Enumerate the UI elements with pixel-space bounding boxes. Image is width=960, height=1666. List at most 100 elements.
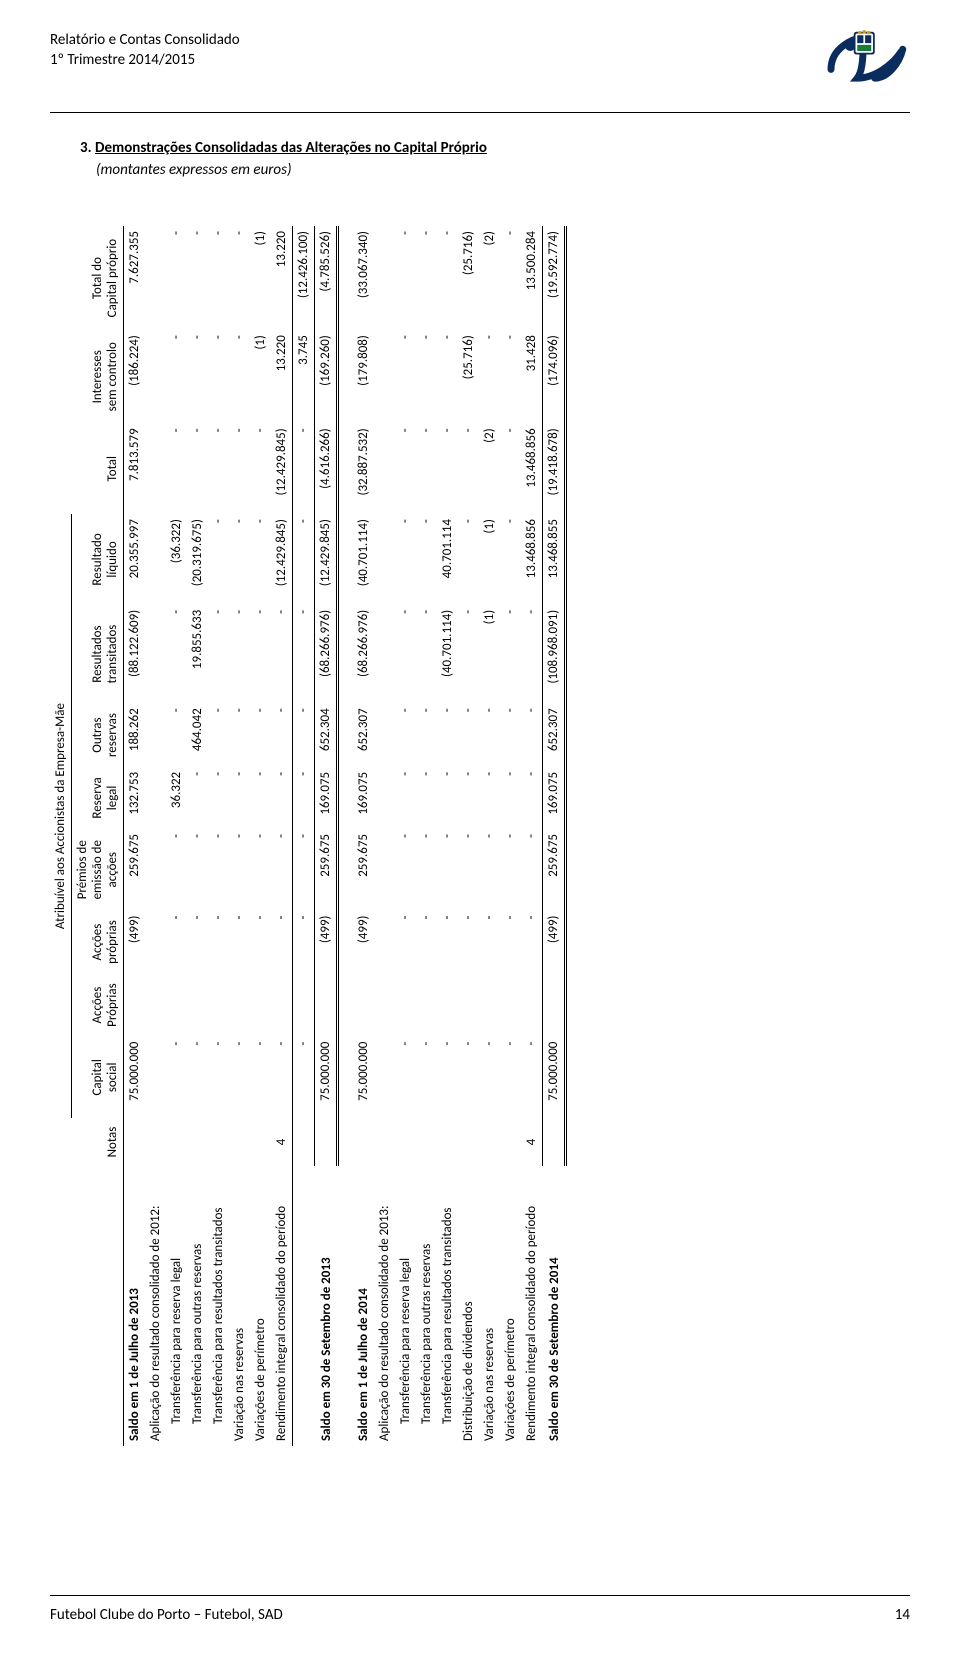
cell: 4 [521,1118,543,1166]
row-label: Variação nas reservas [229,1166,250,1446]
cell: - [416,423,437,514]
cell: (19.592.774) [543,226,566,330]
cell: - [479,1037,500,1118]
cell [374,911,395,974]
cell: - [458,767,479,829]
cell: - [229,911,250,974]
table-row: --------3.745(12.426.100) [293,226,315,1446]
cell: - [271,829,293,911]
row-label: Aplicação do resultado consolidado de 20… [374,1166,395,1446]
cell [187,1118,208,1166]
cell [374,974,395,1037]
cell [145,767,166,829]
cell: - [250,605,271,703]
cell: - [479,767,500,829]
cell: 259.675 [315,829,338,911]
cell [271,974,293,1037]
cell [145,514,166,605]
cell: (499) [315,911,338,974]
cell [145,829,166,911]
cell: - [208,767,229,829]
cell: - [479,829,500,911]
cell: - [437,767,458,829]
row-label: Rendimento integral consolidado do perío… [521,1166,543,1446]
cell: 31.428 [521,330,543,423]
cell [229,974,250,1037]
cell: 13.220 [271,330,293,423]
table-row: Transferência para outras reservas------… [416,226,437,1446]
cell [543,1118,566,1166]
cell [374,703,395,767]
cell: (108.968.091) [543,605,566,703]
cell: (4.616.266) [315,423,338,514]
cell [374,226,395,330]
table-row: Transferência para resultados transitado… [437,226,458,1446]
th-rt-l2: transitados [105,625,120,684]
cell: - [271,767,293,829]
table-row: Saldo em 1 de Julho de 201375.000.000(49… [124,226,146,1446]
th-outras-reservas: Outras reservas [72,703,124,767]
cell: (499) [543,911,566,974]
header-rule [50,112,910,113]
cell: (68.266.976) [353,605,374,703]
cell [374,423,395,514]
cell: - [250,911,271,974]
cell: - [416,1037,437,1118]
section-subtitle: (montantes expressos em euros) [0,161,960,199]
cell: - [395,703,416,767]
cell [250,1118,271,1166]
cell: 259.675 [543,829,566,911]
cell: 652.304 [315,703,338,767]
cell: 75.000.000 [315,1037,338,1118]
cell [521,974,543,1037]
equity-changes-table: Notas Atribuível aos Accionistas da Empr… [50,226,567,1446]
cell: 652.307 [353,703,374,767]
cell: - [250,767,271,829]
cell: - [229,767,250,829]
cell: 13.468.856 [521,514,543,605]
cell [374,330,395,423]
cell: - [500,767,521,829]
fcp-logo-icon [822,30,910,100]
row-label: Transferência para reserva legal [395,1166,416,1446]
cell: 40.701.114 [437,514,458,605]
th-interesses-l2: sem controlo [105,342,120,411]
cell: - [416,703,437,767]
th-label [50,1166,124,1446]
footer-rule [50,1595,910,1596]
cell [458,974,479,1037]
row-label: Transferência para reserva legal [166,1166,187,1446]
cell: - [437,423,458,514]
th-ap-a-l2: Próprias [105,983,120,1027]
cell: - [229,330,250,423]
cell: - [479,911,500,974]
page-footer: Futebol Clube do Porto – Futebol, SAD 14 [50,1606,910,1624]
th-rl-l2: legal [105,786,120,811]
cell [374,829,395,911]
header-line2: 1º Trimestre 2014/2015 [50,50,240,70]
cell: (25.716) [458,330,479,423]
cell: - [395,514,416,605]
cell: - [166,829,187,911]
cell: - [208,330,229,423]
cell: - [166,330,187,423]
section-heading: Demonstrações Consolidadas das Alteraçõe… [95,139,487,157]
cell: 13.468.855 [543,514,566,605]
cell: (68.266.976) [315,605,338,703]
cell: - [293,1037,315,1118]
cell: 20.355.997 [124,514,146,605]
th-premios: Prémios de emissão de acções [72,829,124,911]
cell: (20.319.675) [187,514,208,605]
cell: - [458,911,479,974]
cell [437,1118,458,1166]
cell: - [395,605,416,703]
cell [395,974,416,1037]
section-title: 3. Demonstrações Consolidadas das Altera… [0,139,960,161]
table-row: Transferência para resultados transitado… [208,226,229,1446]
cell: 75.000.000 [543,1037,566,1118]
cell [145,974,166,1037]
cell: - [166,423,187,514]
cell: (1) [250,226,271,330]
cell [479,974,500,1037]
cell: - [166,703,187,767]
